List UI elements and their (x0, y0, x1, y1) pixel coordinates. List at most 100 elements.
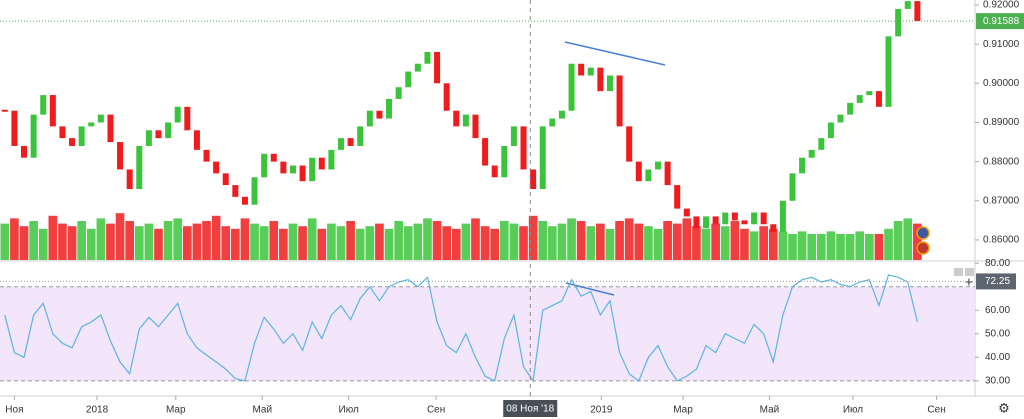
volume-bar (211, 215, 221, 260)
volume-bar (711, 223, 720, 260)
volume-bar (58, 223, 67, 260)
volume-bar (499, 221, 509, 260)
volume-bar (375, 223, 384, 260)
volume-bar (240, 218, 250, 260)
candle-body (203, 149, 210, 162)
volume-bar (38, 228, 48, 260)
candle-body (241, 196, 248, 205)
volume-bar (797, 231, 807, 260)
candle-body (520, 126, 527, 170)
volume-bar (134, 226, 144, 260)
event-icon[interactable] (916, 241, 930, 255)
volume-bar (576, 221, 586, 260)
volume-bar (154, 228, 163, 260)
x-tick-label: 2018 (86, 405, 109, 416)
candle-body (338, 138, 345, 150)
candle-body (357, 126, 364, 146)
candle-body (49, 95, 56, 127)
candle-body (40, 95, 47, 115)
y-tick-label: 0.92000 (983, 0, 1020, 11)
crosshair-label: 08 Ноя '18 (506, 404, 554, 415)
candle-body (635, 161, 642, 182)
candle-body (251, 177, 258, 205)
volume-bar (519, 226, 528, 260)
volume-bar (663, 221, 672, 260)
candle-body (885, 36, 892, 107)
candle-body (568, 63, 575, 111)
volume-bar (173, 218, 183, 260)
candle-body (731, 212, 738, 221)
volume-bar (77, 221, 86, 260)
candle-body (453, 110, 460, 127)
candle-body (97, 114, 104, 123)
candle-body (683, 208, 690, 217)
candle-body (232, 185, 239, 197)
volume-bar (778, 231, 788, 260)
volume-bar (692, 226, 701, 260)
candle-body (280, 161, 287, 174)
event-icon[interactable] (916, 226, 930, 240)
candle-body (751, 212, 758, 225)
x-tick-label: Мар (166, 405, 186, 416)
candle-body (11, 110, 18, 146)
volume-bar (903, 218, 913, 260)
volume-bar (528, 215, 538, 260)
pane-button[interactable] (954, 268, 963, 276)
candle-body (770, 224, 777, 233)
volume-bar (384, 228, 394, 260)
y-tick-label: 0.89000 (983, 117, 1020, 128)
candle-body (472, 114, 479, 139)
candle-body (145, 130, 152, 146)
candle-body (837, 114, 844, 123)
candle-body (549, 118, 556, 127)
volume-bar (884, 228, 893, 260)
candle-body (213, 161, 220, 174)
volume-bar (586, 226, 596, 260)
rsi-band (0, 286, 975, 381)
candle-body (914, 1, 921, 22)
candle-body (712, 216, 719, 225)
x-tick-label: Май (760, 405, 780, 416)
volume-bar (19, 226, 29, 260)
pane-button[interactable] (965, 268, 974, 276)
volume-bar (490, 228, 500, 260)
x-tick-label: Сен (427, 405, 445, 416)
volume-bar (96, 218, 106, 260)
volume-bar (816, 234, 826, 260)
volume-bar (10, 218, 19, 260)
volume-bar (557, 223, 567, 260)
candle-body (741, 220, 748, 225)
volume-bar (807, 234, 817, 260)
volume-bar (451, 228, 461, 260)
candle-body (789, 173, 796, 201)
volume-bar (913, 223, 922, 260)
volume-bar (259, 226, 269, 260)
volume-bar (221, 226, 231, 260)
volume-bar (202, 221, 211, 260)
volume-bar (355, 228, 365, 260)
candle-body (443, 83, 450, 111)
candle-body (126, 169, 133, 190)
volume-bar (163, 221, 173, 260)
candle-body (674, 185, 681, 209)
candle-body (808, 149, 815, 158)
volume-bar (845, 234, 855, 260)
volume-bar (672, 223, 682, 260)
volume-bar (461, 223, 471, 260)
volume-bar (336, 226, 346, 260)
current-price-label: 0.91588 (983, 16, 1020, 27)
crosshair-box (503, 400, 558, 417)
volume-bar (298, 226, 307, 260)
candle-body (626, 126, 633, 162)
x-tick-label: Сен (927, 405, 945, 416)
candle-body (376, 110, 383, 119)
volume-bar (874, 234, 884, 260)
candle-body (779, 200, 786, 233)
volume-bar (720, 226, 730, 260)
settings-icon[interactable]: ⚙ (998, 400, 1010, 415)
volume-bar (759, 226, 768, 260)
candle-body (799, 157, 806, 174)
volume-bar (826, 231, 836, 260)
candle-body (818, 138, 825, 150)
